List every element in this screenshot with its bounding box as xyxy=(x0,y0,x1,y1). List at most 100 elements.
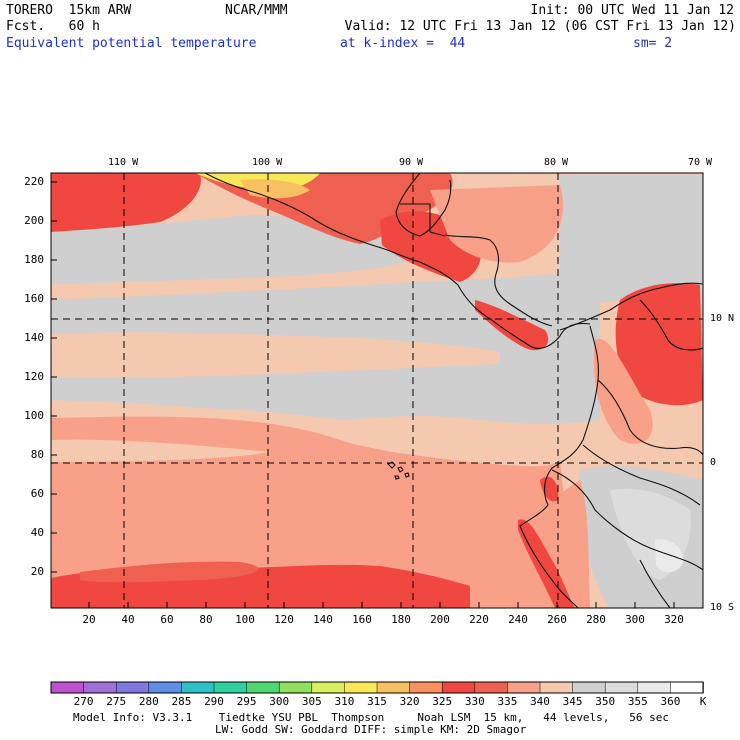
colorbar-cell xyxy=(115,681,150,694)
y-tick-label: 80 xyxy=(30,448,44,461)
x-tick-label: 80 xyxy=(199,613,213,626)
gray-band-north xyxy=(51,215,405,284)
forecast-hour: Fcst. 60 h xyxy=(6,19,100,34)
y-tick-label: 20 xyxy=(30,565,44,578)
colorbar-cell xyxy=(474,681,509,694)
init-time: Init: 00 UTC Wed 11 Jan 12 xyxy=(530,3,735,18)
model-info-line2: LW: Godd SW: Goddard DIFF: simple KM: 2D… xyxy=(215,723,527,736)
lon-label-110w: 110 W xyxy=(108,157,139,168)
colorbar-cell xyxy=(278,681,313,694)
red-peru-coast xyxy=(518,519,575,608)
colorbar-label: 320 xyxy=(399,695,420,708)
lat-label-0: 0 xyxy=(710,457,717,468)
y-tick-label: 60 xyxy=(30,487,44,500)
field-layer xyxy=(51,173,703,608)
colorbar-label: 340 xyxy=(530,695,550,708)
border-inland-1 xyxy=(597,379,703,456)
y-tick-label: 40 xyxy=(30,526,44,539)
colorbar-cell xyxy=(148,681,183,694)
peach-inner-band xyxy=(51,332,500,378)
vertical-level: at k-index = 44 xyxy=(340,36,466,51)
x-tick-label: 300 xyxy=(625,613,645,626)
lat-label-10s: 10 S xyxy=(710,602,735,613)
x-tick-label: 240 xyxy=(508,613,528,626)
y-tick-label: 180 xyxy=(24,253,44,266)
x-tick-label: 20 xyxy=(82,613,96,626)
red-panama xyxy=(475,300,549,351)
x-tick-label: 60 xyxy=(160,613,174,626)
colorbar-frame xyxy=(50,681,704,694)
y-tick-label: 100 xyxy=(24,409,44,422)
peach-patch-south xyxy=(51,439,270,462)
colorbar-label: 355 xyxy=(627,695,648,708)
red-strip-southwest xyxy=(80,561,259,583)
axis-ticks xyxy=(51,181,675,608)
colorbar-label: 315 xyxy=(367,695,387,708)
colorbar-cell xyxy=(181,681,215,694)
model-info-line1: Model Info: V3.3.1 Tiedtke YSU PBL Thomp… xyxy=(73,711,670,724)
red-patch-northwest xyxy=(51,173,201,232)
x-tick-label: 100 xyxy=(235,613,255,626)
colorbar-label: 275 xyxy=(106,695,127,708)
white-amazon xyxy=(655,539,684,573)
colorbar-label: 270 xyxy=(73,695,94,708)
coastlines xyxy=(204,173,703,608)
x-tick-label: 160 xyxy=(352,613,372,626)
gray-band-east xyxy=(560,175,703,303)
colorbar-cell xyxy=(507,681,541,694)
colorbar-label: 290 xyxy=(204,695,224,708)
coast-gulf xyxy=(395,173,452,237)
x-tick-label: 220 xyxy=(469,613,489,626)
colorbar-cell xyxy=(376,681,411,694)
y-tick-label: 220 xyxy=(24,175,44,188)
colorbar-label: 335 xyxy=(497,695,518,708)
colorbar-cell xyxy=(637,681,672,694)
colorbar-label: 280 xyxy=(138,695,159,708)
border-inland-4 xyxy=(639,559,671,608)
colorbar-cell xyxy=(246,681,280,694)
x-tick-label: 120 xyxy=(274,613,294,626)
colorbar-label: 305 xyxy=(301,695,322,708)
colorbar-cell xyxy=(50,681,85,694)
colorbar-cell xyxy=(83,681,117,694)
coast-sa-west xyxy=(519,325,599,608)
colorbar-label: 300 xyxy=(269,695,290,708)
colorbar-label: 310 xyxy=(334,695,355,708)
colorbar-label: 350 xyxy=(595,695,616,708)
salmon-colombia xyxy=(593,338,653,444)
colorbar-cell xyxy=(213,681,248,694)
colorbar-cell xyxy=(572,681,606,694)
y-tick-label: 200 xyxy=(24,214,44,227)
colorbar-label: 285 xyxy=(171,695,192,708)
x-tick-label: 320 xyxy=(664,613,684,626)
y-tick-label: 140 xyxy=(24,331,44,344)
coast-colombia xyxy=(559,282,703,331)
x-tick-label: 40 xyxy=(121,613,135,626)
coast-caribbean xyxy=(444,234,553,327)
colorbar-label: 330 xyxy=(464,695,485,708)
red-colombia xyxy=(615,283,703,406)
colorbar-cell xyxy=(441,681,476,694)
coast-mexico xyxy=(204,173,591,349)
x-tick-label: 280 xyxy=(586,613,606,626)
colorbar-cell xyxy=(670,681,704,694)
x-tick-label: 140 xyxy=(313,613,333,626)
colorbar-label: 325 xyxy=(432,695,453,708)
colorbar-cell xyxy=(539,681,574,694)
colorbar-cell xyxy=(311,681,346,694)
x-tick-label: 260 xyxy=(547,613,567,626)
lon-label-100w: 100 W xyxy=(252,157,283,168)
smoothing-label: sm= 2 xyxy=(633,36,673,51)
x-tick-label: 180 xyxy=(391,613,411,626)
valid-time: Valid: 12 UTC Fri 13 Jan 12 (06 CST Fri … xyxy=(344,19,736,34)
lon-label-70w: 70 W xyxy=(688,157,713,168)
model-title: TORERO 15km ARW xyxy=(6,3,132,18)
salmon-caribbean xyxy=(430,185,564,263)
org-title: NCAR/MMM xyxy=(225,3,288,18)
field-name: Equivalent potential temperature xyxy=(6,36,257,51)
salmon-band-south xyxy=(51,416,575,608)
colorbar-cells xyxy=(50,681,704,694)
lon-label-90w: 90 W xyxy=(399,157,424,168)
